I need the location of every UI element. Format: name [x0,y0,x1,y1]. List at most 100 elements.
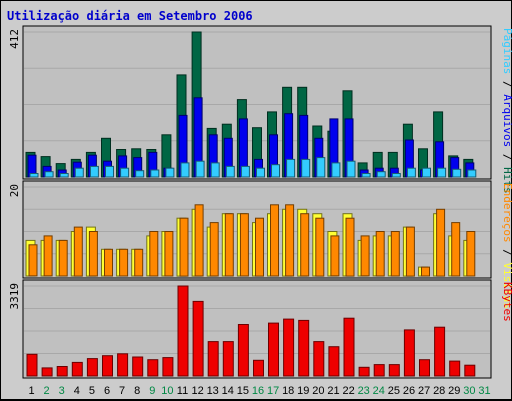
bar-sites-day-23 [360,235,370,277]
bar-pages-day-20 [316,157,326,178]
bar-pages-day-5 [89,165,99,178]
x-tick-label: 3 [59,385,65,397]
bar-kbytes-day-25 [388,364,400,377]
x-tick-label: 6 [104,385,110,397]
bar-kbytes-day-17 [268,322,279,377]
bar-kbytes-day-23 [358,366,370,377]
bar-sites-day-21 [330,235,340,277]
bar-kbytes-day-16 [253,359,264,377]
bar-kbytes-day-1 [26,353,38,377]
x-tick-label: 21 [327,385,339,397]
x-tick-label: 13 [207,385,219,397]
bar-kbytes-day-26 [403,329,415,377]
bar-sites-day-30 [466,231,476,277]
chart-panels: 412 Páginas / Arquivos / Hits 20 Endereços … [8,25,512,379]
bar-sites-day-19 [300,213,310,277]
x-tick-label: 7 [119,385,125,397]
bar-kbytes-day-13 [207,341,219,377]
bar-pages-day-29 [452,168,462,178]
bar-kbytes-day-21 [328,346,340,377]
x-tick-label: 8 [134,385,140,397]
bar-kbytes-day-24 [373,364,385,377]
bar-sites-day-16 [255,217,264,277]
hits_panel: 412 Páginas / Arquivos / Hits [8,25,512,194]
hits_panel-legend: Páginas / Arquivos / Hits [501,28,512,194]
bar-sites-day-3 [58,239,68,277]
bar-pages-day-15 [240,165,250,178]
x-tick-label: 4 [74,385,80,397]
bar-pages-day-7 [120,167,130,178]
x-tick-label: 1 [28,385,34,397]
legend-hits: Hits [501,167,512,194]
bar-sites-day-11 [179,217,189,277]
bar-kbytes-day-19 [298,319,310,377]
x-tick-label: 20 [312,385,324,397]
kbytes_panel-legend: KBytes [501,282,512,322]
bar-pages-day-1 [29,173,39,178]
hits_panel-ymax-label: 412 [8,29,21,49]
x-tick-label: 30 [463,385,475,397]
bar-pages-day-14 [225,165,235,178]
bar-pages-day-24 [376,171,386,178]
x-tick-label: 26 [403,385,415,397]
bar-pages-day-3 [59,173,69,178]
legend-separator: / [501,74,512,94]
x-tick-label: 16 [252,385,264,397]
visits_panel-ymax-label: 20 [8,184,21,197]
bar-kbytes-day-27 [419,359,430,377]
bar-sites-day-7 [119,248,129,277]
x-tick-label: 22 [342,385,354,397]
bar-sites-day-29 [451,222,461,277]
bar-kbytes-day-14 [222,341,234,377]
bar-pages-day-16 [256,167,265,178]
x-tick-label: 12 [191,385,203,397]
x-tick-label: 2 [44,385,50,397]
bar-kbytes-day-7 [117,353,129,377]
legend-separator: / [501,147,512,167]
bar-pages-day-21 [331,162,341,178]
x-tick-label: 25 [388,385,400,397]
bar-kbytes-day-20 [313,341,325,377]
legend-sites: Endereços [501,183,512,243]
bar-kbytes-day-12 [192,300,204,377]
legend-kbytes: KBytes [501,282,512,322]
bar-kbytes-day-9 [147,359,159,377]
bar-kbytes-day-15 [237,324,249,377]
bar-pages-day-19 [301,158,311,178]
bar-kbytes-day-6 [102,355,113,377]
bar-sites-day-6 [104,248,113,277]
bar-pages-day-23 [361,173,371,178]
bar-pages-day-18 [286,158,296,178]
bar-sites-day-18 [285,204,295,277]
bar-sites-day-10 [164,231,174,277]
x-tick-label: 9 [149,385,155,397]
legend-pages: Páginas [501,28,512,74]
x-tick-label: 10 [161,385,173,397]
legend-files: Arquivos [501,94,512,147]
bar-pages-day-8 [135,170,145,178]
bar-sites-day-5 [88,231,98,277]
kbytes_panel-ymax-label: 3319 [8,283,21,310]
x-tick-label: 5 [89,385,95,397]
bar-sites-day-26 [405,226,415,277]
x-tick-label: 27 [418,385,430,397]
bar-kbytes-day-29 [449,360,461,377]
bar-pages-day-2 [44,171,54,178]
bar-sites-day-1 [28,244,38,277]
x-tick-label: 19 [297,385,309,397]
bar-sites-day-27 [421,266,430,277]
bar-sites-day-28 [436,208,446,277]
legend-visits: Visitas [501,262,512,308]
bar-kbytes-day-11 [177,285,189,377]
bar-pages-day-22 [346,160,356,178]
bar-kbytes-day-10 [162,357,174,377]
bar-kbytes-day-22 [343,317,355,377]
x-tick-label: 18 [282,385,294,397]
bar-sites-day-22 [345,217,355,277]
kbytes_panel: 3319 KBytes [8,279,512,379]
bar-kbytes-day-8 [132,356,144,377]
x-tick-label: 24 [373,385,385,397]
bar-sites-day-25 [390,231,400,277]
